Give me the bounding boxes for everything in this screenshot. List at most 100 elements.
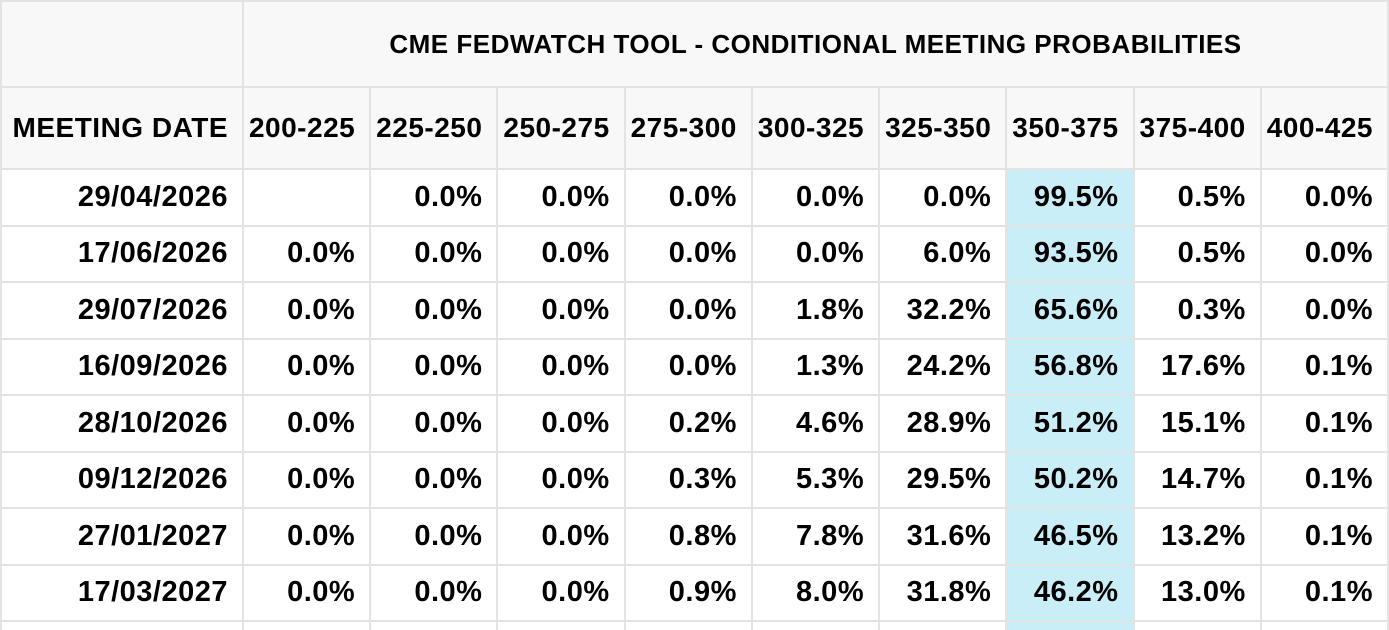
rate-bucket-header: 350-375 [1007, 88, 1133, 168]
partial-row-cell [1261, 622, 1387, 630]
probability-cell: 1.8% [752, 283, 879, 338]
probability-cell: 0.3% [1134, 283, 1260, 338]
rate-bucket-header: 200-225 [244, 88, 370, 168]
probability-cell: 0.0% [244, 509, 370, 564]
probability-cell: 5.3% [752, 452, 879, 507]
meeting-date-cell: 16/09/2026 [2, 339, 242, 394]
rate-bucket-header: 400-425 [1261, 88, 1387, 168]
probability-cell: 0.8% [625, 509, 751, 564]
probability-cell: 0.0% [625, 339, 751, 394]
probability-cell: 65.6% [1007, 283, 1133, 338]
partial-row-cell [625, 622, 751, 630]
probability-cell: 28.9% [880, 396, 1006, 451]
probability-cell [244, 170, 370, 225]
probability-cell: 0.0% [1261, 226, 1387, 281]
probability-cell: 32.2% [880, 283, 1006, 338]
probability-cell: 0.0% [1261, 170, 1387, 225]
probability-cell: 0.0% [625, 283, 751, 338]
partial-row-cell [1134, 622, 1260, 630]
probability-cell: 0.0% [625, 226, 751, 281]
probability-cell: 0.0% [371, 452, 497, 507]
probability-cell: 0.0% [371, 565, 497, 620]
probability-cell: 0.1% [1261, 565, 1387, 620]
probability-cell: 0.0% [498, 565, 624, 620]
probability-cell: 1.3% [752, 339, 879, 394]
meeting-date-header: MEETING DATE [2, 88, 242, 168]
probability-cell: 0.0% [244, 396, 370, 451]
rate-bucket-header: 250-275 [498, 88, 624, 168]
meeting-date-cell: 28/10/2026 [2, 396, 242, 451]
probability-cell: 0.0% [498, 170, 624, 225]
probability-cell: 29.5% [880, 452, 1006, 507]
meeting-date-cell: 09/12/2026 [2, 452, 242, 507]
corner-cell [2, 2, 242, 86]
probability-cell: 0.0% [244, 452, 370, 507]
probability-cell: 0.0% [371, 396, 497, 451]
partial-row-cell [880, 622, 1006, 630]
probability-cell: 14.7% [1134, 452, 1260, 507]
probability-cell: 51.2% [1007, 396, 1133, 451]
probability-cell: 0.0% [244, 339, 370, 394]
probability-cell: 8.0% [752, 565, 879, 620]
probability-cell: 6.0% [880, 226, 1006, 281]
probability-cell: 0.1% [1261, 509, 1387, 564]
meeting-date-cell: 17/03/2027 [2, 565, 242, 620]
probability-cell: 0.0% [498, 509, 624, 564]
probability-cell: 0.0% [244, 226, 370, 281]
probability-cell: 0.0% [625, 170, 751, 225]
probability-cell: 0.9% [625, 565, 751, 620]
probability-cell: 0.0% [498, 339, 624, 394]
probability-cell: 13.2% [1134, 509, 1260, 564]
probability-cell: 0.0% [371, 283, 497, 338]
probability-cell: 15.1% [1134, 396, 1260, 451]
probability-cell: 7.8% [752, 509, 879, 564]
probability-cell: 99.5% [1007, 170, 1133, 225]
probability-cell: 0.0% [752, 226, 879, 281]
probability-cell: 0.5% [1134, 226, 1260, 281]
probability-cell: 4.6% [752, 396, 879, 451]
probability-cell: 0.0% [371, 170, 497, 225]
probability-cell: 0.0% [752, 170, 879, 225]
meeting-date-cell: 29/04/2026 [2, 170, 242, 225]
meeting-date-cell: 29/07/2026 [2, 283, 242, 338]
rate-bucket-header: 375-400 [1134, 88, 1260, 168]
table-title: CME FEDWATCH TOOL - CONDITIONAL MEETING … [244, 2, 1387, 86]
probability-cell: 24.2% [880, 339, 1006, 394]
probability-cell: 0.0% [498, 452, 624, 507]
probability-cell: 0.0% [498, 396, 624, 451]
partial-row-cell [498, 622, 624, 630]
probability-cell: 0.3% [625, 452, 751, 507]
rate-bucket-header: 300-325 [752, 88, 879, 168]
probability-cell: 50.2% [1007, 452, 1133, 507]
probability-cell: 17.6% [1134, 339, 1260, 394]
rate-bucket-header: 225-250 [371, 88, 497, 168]
meeting-date-cell: 27/01/2027 [2, 509, 242, 564]
probability-cell: 0.0% [498, 283, 624, 338]
probability-cell: 56.8% [1007, 339, 1133, 394]
probability-cell: 0.0% [371, 339, 497, 394]
partial-row-cell [2, 622, 242, 630]
probability-cell: 46.5% [1007, 509, 1133, 564]
probability-cell: 0.1% [1261, 396, 1387, 451]
probability-cell: 0.0% [498, 226, 624, 281]
probability-cell: 0.0% [244, 283, 370, 338]
probability-cell: 0.2% [625, 396, 751, 451]
probability-cell: 0.0% [244, 565, 370, 620]
probability-cell: 93.5% [1007, 226, 1133, 281]
meeting-date-cell: 17/06/2026 [2, 226, 242, 281]
probability-cell: 0.0% [880, 170, 1006, 225]
probability-cell: 31.6% [880, 509, 1006, 564]
probability-cell: 46.2% [1007, 565, 1133, 620]
rate-bucket-header: 275-300 [625, 88, 751, 168]
probability-cell: 31.8% [880, 565, 1006, 620]
partial-row-cell [752, 622, 879, 630]
partial-row-cell [1007, 622, 1133, 630]
probability-cell: 13.0% [1134, 565, 1260, 620]
probability-cell: 0.1% [1261, 339, 1387, 394]
partial-row-cell [371, 622, 497, 630]
probability-cell: 0.0% [1261, 283, 1387, 338]
rate-bucket-header: 325-350 [880, 88, 1006, 168]
probability-cell: 0.0% [371, 226, 497, 281]
partial-row-cell [244, 622, 370, 630]
